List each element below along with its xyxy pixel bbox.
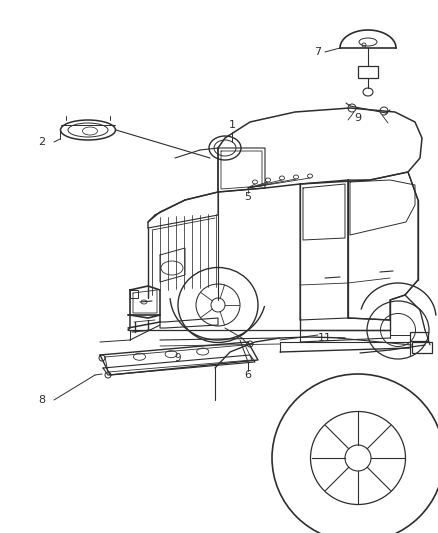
Text: 9: 9 [354, 113, 361, 123]
Text: 8: 8 [39, 395, 46, 405]
Text: 9: 9 [175, 353, 181, 363]
Text: 5: 5 [244, 192, 251, 202]
Text: 7: 7 [314, 47, 321, 57]
Text: 11: 11 [318, 333, 332, 343]
Text: 6: 6 [244, 370, 251, 380]
Text: 2: 2 [39, 137, 46, 147]
Bar [130, 290, 138, 298]
Bar [410, 332, 428, 341]
Bar [358, 66, 378, 78]
Bar [412, 342, 432, 353]
Text: 1: 1 [229, 120, 236, 130]
